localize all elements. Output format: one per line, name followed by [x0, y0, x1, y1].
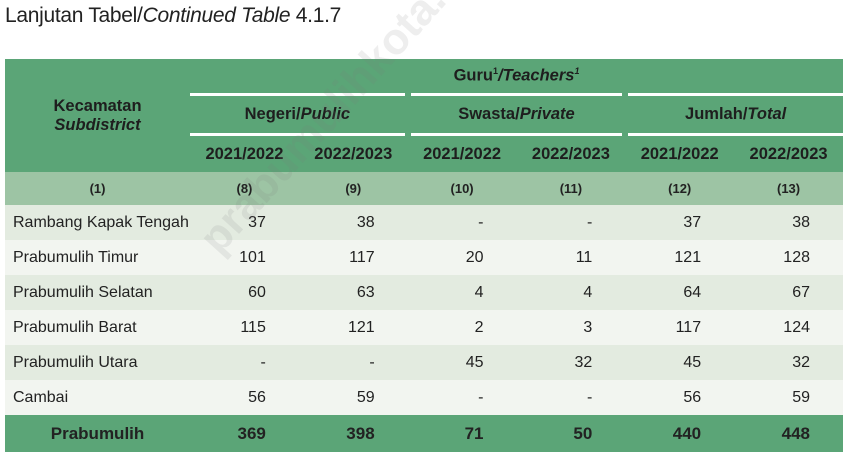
cell-value: 38	[734, 205, 843, 240]
column-number: (13)	[776, 181, 801, 196]
cell-value: -	[516, 205, 626, 240]
table-row: Rambang Kapak Tengah 37 38- -37 38	[5, 205, 843, 240]
subdistrict-name: Prabumulih Timur	[5, 240, 191, 275]
total-value: 398	[298, 415, 408, 452]
cell-value: 32	[734, 345, 843, 380]
total-value: 448	[734, 415, 843, 452]
cell-value: 37	[625, 205, 735, 240]
cell-value: 45	[407, 345, 517, 380]
total-value: 50	[516, 415, 626, 452]
cell-value: 101	[190, 240, 299, 275]
cell-value: 20	[407, 240, 517, 275]
total-row: Prabumulih 369 398 71 50 440 448	[5, 415, 843, 452]
subdistrict-header: Kecamatan Subdistrict	[53, 96, 142, 134]
year-header: 2021/2022	[423, 144, 502, 163]
cell-value: 2	[407, 310, 517, 345]
year-header: 2022/2023	[314, 144, 393, 163]
cell-value: 59	[298, 380, 408, 415]
subgroup-header: Jumlah/Total	[622, 93, 843, 136]
table-title: Lanjutan Tabel/Continued Table 4.1.7	[5, 4, 342, 27]
cell-value: 59	[734, 380, 843, 415]
table-row: Cambai 56 59- -56 59	[5, 380, 843, 415]
cell-value: 4	[516, 275, 626, 310]
subgroup-header: Negeri/Public	[190, 93, 408, 136]
cell-value: 67	[734, 275, 843, 310]
subgroup-header: Swasta/Private	[404, 93, 626, 136]
cell-value: -	[298, 345, 408, 380]
cell-value: 63	[298, 275, 408, 310]
year-header: 2022/2023	[531, 144, 610, 163]
cell-value: 121	[298, 310, 408, 345]
cell-value: 32	[516, 345, 626, 380]
cell-value: -	[407, 205, 517, 240]
cell-value: -	[190, 345, 299, 380]
cell-value: 3	[516, 310, 626, 345]
cell-value: 117	[298, 240, 408, 275]
subdistrict-name: Prabumulih Utara	[5, 345, 191, 380]
cell-value: 121	[625, 240, 735, 275]
column-number: (12)	[668, 181, 692, 196]
column-number: (11)	[559, 181, 583, 196]
teachers-table: Kecamatan Subdistrict Guru1/Teachers1 Neg…	[5, 59, 843, 452]
cell-value: -	[516, 380, 626, 415]
total-value: 440	[625, 415, 735, 452]
cell-value: 128	[734, 240, 843, 275]
subdistrict-name: Prabumulih Barat	[5, 310, 191, 345]
cell-value: 37	[190, 205, 299, 240]
teachers-header: Guru1/Teachers1	[453, 66, 580, 85]
cell-value: 4	[407, 275, 517, 310]
column-number: (10)	[450, 181, 474, 196]
year-header: 2021/2022	[205, 144, 284, 163]
subdistrict-name: Cambai	[5, 380, 191, 415]
column-number: (8)	[236, 181, 253, 196]
cell-value: 11	[516, 240, 626, 275]
year-header: 2022/2023	[749, 144, 828, 163]
table-row: Prabumulih Barat 115 121 2 3 117 124	[5, 310, 843, 345]
year-header: 2021/2022	[640, 144, 719, 163]
column-number: (9)	[345, 181, 362, 196]
cell-value: 45	[625, 345, 735, 380]
table-row: Prabumulih Timur 101 117 20 11 121 128	[5, 240, 843, 275]
column-number: (1)	[89, 181, 106, 196]
cell-value: -	[407, 380, 517, 415]
cell-value: 64	[625, 275, 735, 310]
cell-value: 124	[734, 310, 843, 345]
total-value: 369	[190, 415, 299, 452]
cell-value: 38	[298, 205, 408, 240]
cell-value: 117	[625, 310, 735, 345]
subdistrict-name: Prabumulih Selatan	[5, 275, 191, 310]
total-label: Prabumulih	[5, 415, 191, 452]
table-row: Prabumulih Utara - -45 32 45 32	[5, 345, 843, 380]
cell-value: 60	[190, 275, 299, 310]
table-row: Prabumulih Selatan 60 63 4 4 64 67	[5, 275, 843, 310]
cell-value: 56	[190, 380, 299, 415]
cell-value: 56	[625, 380, 735, 415]
total-value: 71	[407, 415, 517, 452]
cell-value: 115	[190, 310, 299, 345]
subdistrict-name: Rambang Kapak Tengah	[5, 205, 191, 240]
